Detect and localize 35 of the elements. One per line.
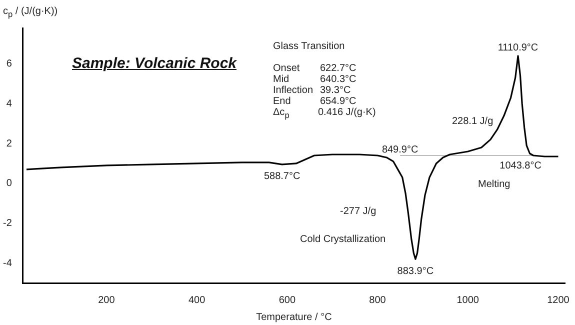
x-tick-label: 200: [98, 294, 116, 306]
annotation: 39.3°C: [320, 85, 351, 96]
annotation: Onset: [273, 63, 300, 74]
annotation: 654.9°C: [320, 96, 356, 107]
annotation: 0.416 J/(g·K): [318, 107, 376, 118]
annotation: 849.9°C: [382, 144, 418, 156]
text: Sample: Volcanic Rock: [72, 55, 237, 72]
x-tick-label: 1200: [547, 294, 570, 306]
y-tick-label: 0: [6, 178, 12, 190]
annotation: Δc$_{p}$: [273, 107, 290, 120]
annotation: 588.7°C: [264, 171, 300, 182]
y-tick-label: 4: [6, 98, 12, 110]
annotation: 883.9°C: [397, 266, 434, 277]
x-tick-label: 400: [188, 294, 206, 306]
y-tick-label: -2: [2, 218, 12, 229]
y-tick-label: 6: [6, 58, 12, 70]
annotation: Glass Transition: [273, 41, 345, 52]
annotation: -277 J/g: [340, 206, 376, 217]
annotation: 640.3°C: [320, 74, 356, 85]
x-axis-title: Temperature / °C: [256, 312, 332, 323]
annotation: Inflection: [273, 85, 314, 96]
x-tick-label: 600: [278, 294, 296, 306]
annotation: Cold Crystallization: [300, 234, 386, 245]
annotation: 622.7°C: [320, 63, 356, 74]
annotation: 1043.8°C: [500, 160, 542, 172]
x-tick-label: 1000: [456, 294, 480, 306]
annotation: Melting: [478, 179, 510, 190]
annotation: Mid: [273, 74, 290, 85]
x-tick-label: 800: [369, 294, 386, 306]
y-tick-label: 2: [6, 138, 12, 150]
y-tick-label: -4: [2, 258, 12, 269]
y-axis-title: c$_{p}$ / (J/(g·K)): [3, 6, 58, 19]
annotation: 228.1 J/g: [452, 116, 494, 127]
annotation: 1110.9°C: [498, 42, 538, 54]
annotation: End: [273, 96, 291, 107]
